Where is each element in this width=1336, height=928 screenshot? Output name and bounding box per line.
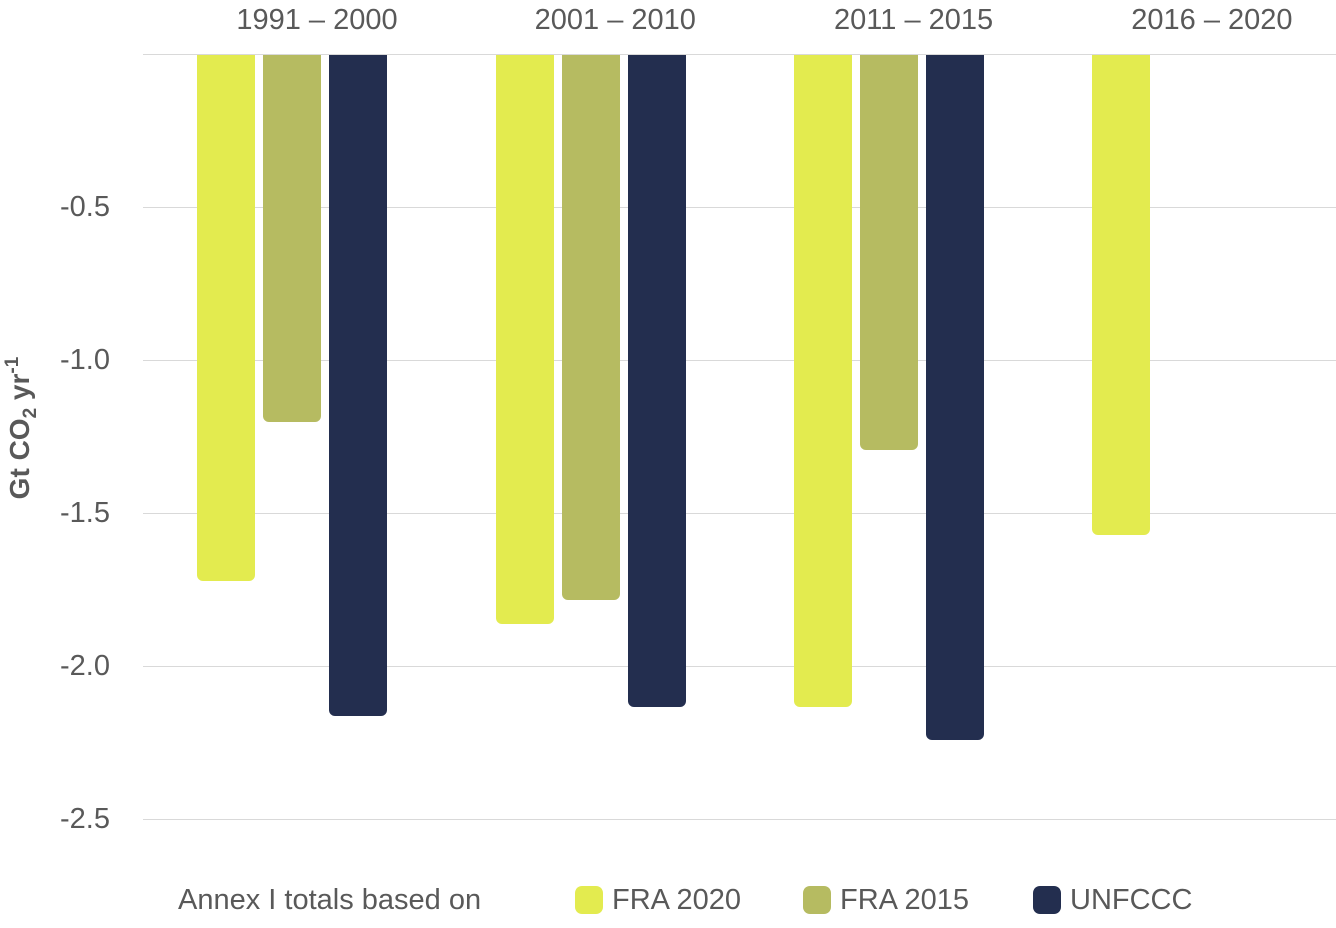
y-axis-title-superscript: -1: [2, 356, 23, 374]
y-tick-label-2-0: -2.0: [60, 650, 110, 682]
y-tick-label-2-5: -2.5: [60, 803, 110, 835]
bar-unfccc-2001-2010: [627, 55, 686, 707]
legend-item-unfccc: UNFCCC: [1033, 884, 1192, 916]
gridline--1.0: [143, 360, 1336, 361]
gridline--2.0: [143, 666, 1336, 667]
y-tick-label-1-0: -1.0: [60, 344, 110, 376]
bar-fra-2020-2016-2020: [1092, 55, 1151, 536]
category-label-2001-2010: 2001 – 2010: [534, 4, 696, 36]
legend-swatch-fra-2020: [575, 886, 603, 914]
y-axis-title-text-2: yr: [4, 373, 35, 408]
bar-fra-2015-2011-2015: [860, 55, 918, 450]
category-label-1991-2000: 1991 – 2000: [236, 4, 398, 36]
category-label-2016-2020: 2016 – 2020: [1131, 4, 1293, 36]
gridline-0: [143, 54, 1336, 55]
y-tick-label-1-5: -1.5: [60, 497, 110, 529]
bar-unfccc-2011-2015: [926, 55, 984, 741]
bar-fra-2020-1991-2000: [197, 55, 256, 582]
bar-fra-2020-2011-2015: [794, 55, 852, 707]
gridline--2.5: [143, 819, 1336, 820]
legend-label-fra-2015: FRA 2015: [840, 884, 969, 916]
y-axis-title-text: Gt CO: [4, 418, 35, 500]
y-axis-title-subscript: 2: [20, 407, 41, 419]
gridline--1.5: [143, 513, 1336, 514]
bar-fra-2015-2001-2010: [561, 55, 620, 600]
legend-label-fra-2020: FRA 2020: [612, 884, 741, 916]
bar-fra-2015-1991-2000: [263, 55, 322, 423]
legend-label-unfccc: UNFCCC: [1070, 884, 1193, 916]
legend-title: Annex I totals based on: [178, 884, 482, 916]
gridline--0.5: [143, 207, 1336, 208]
legend-swatch-unfccc: [1033, 886, 1061, 914]
legend-swatch-fra-2015: [803, 886, 831, 914]
bar-unfccc-1991-2000: [329, 55, 388, 716]
bar-fra-2020-2001-2010: [495, 55, 554, 625]
y-axis-title: Gt CO2 yr-1: [2, 357, 42, 500]
legend-item-fra-2015: FRA 2015: [803, 884, 969, 916]
y-tick-label-0-5: -0.5: [60, 191, 110, 223]
legend-item-fra-2020: FRA 2020: [575, 884, 741, 916]
category-label-2011-2015: 2011 – 2015: [834, 4, 994, 36]
